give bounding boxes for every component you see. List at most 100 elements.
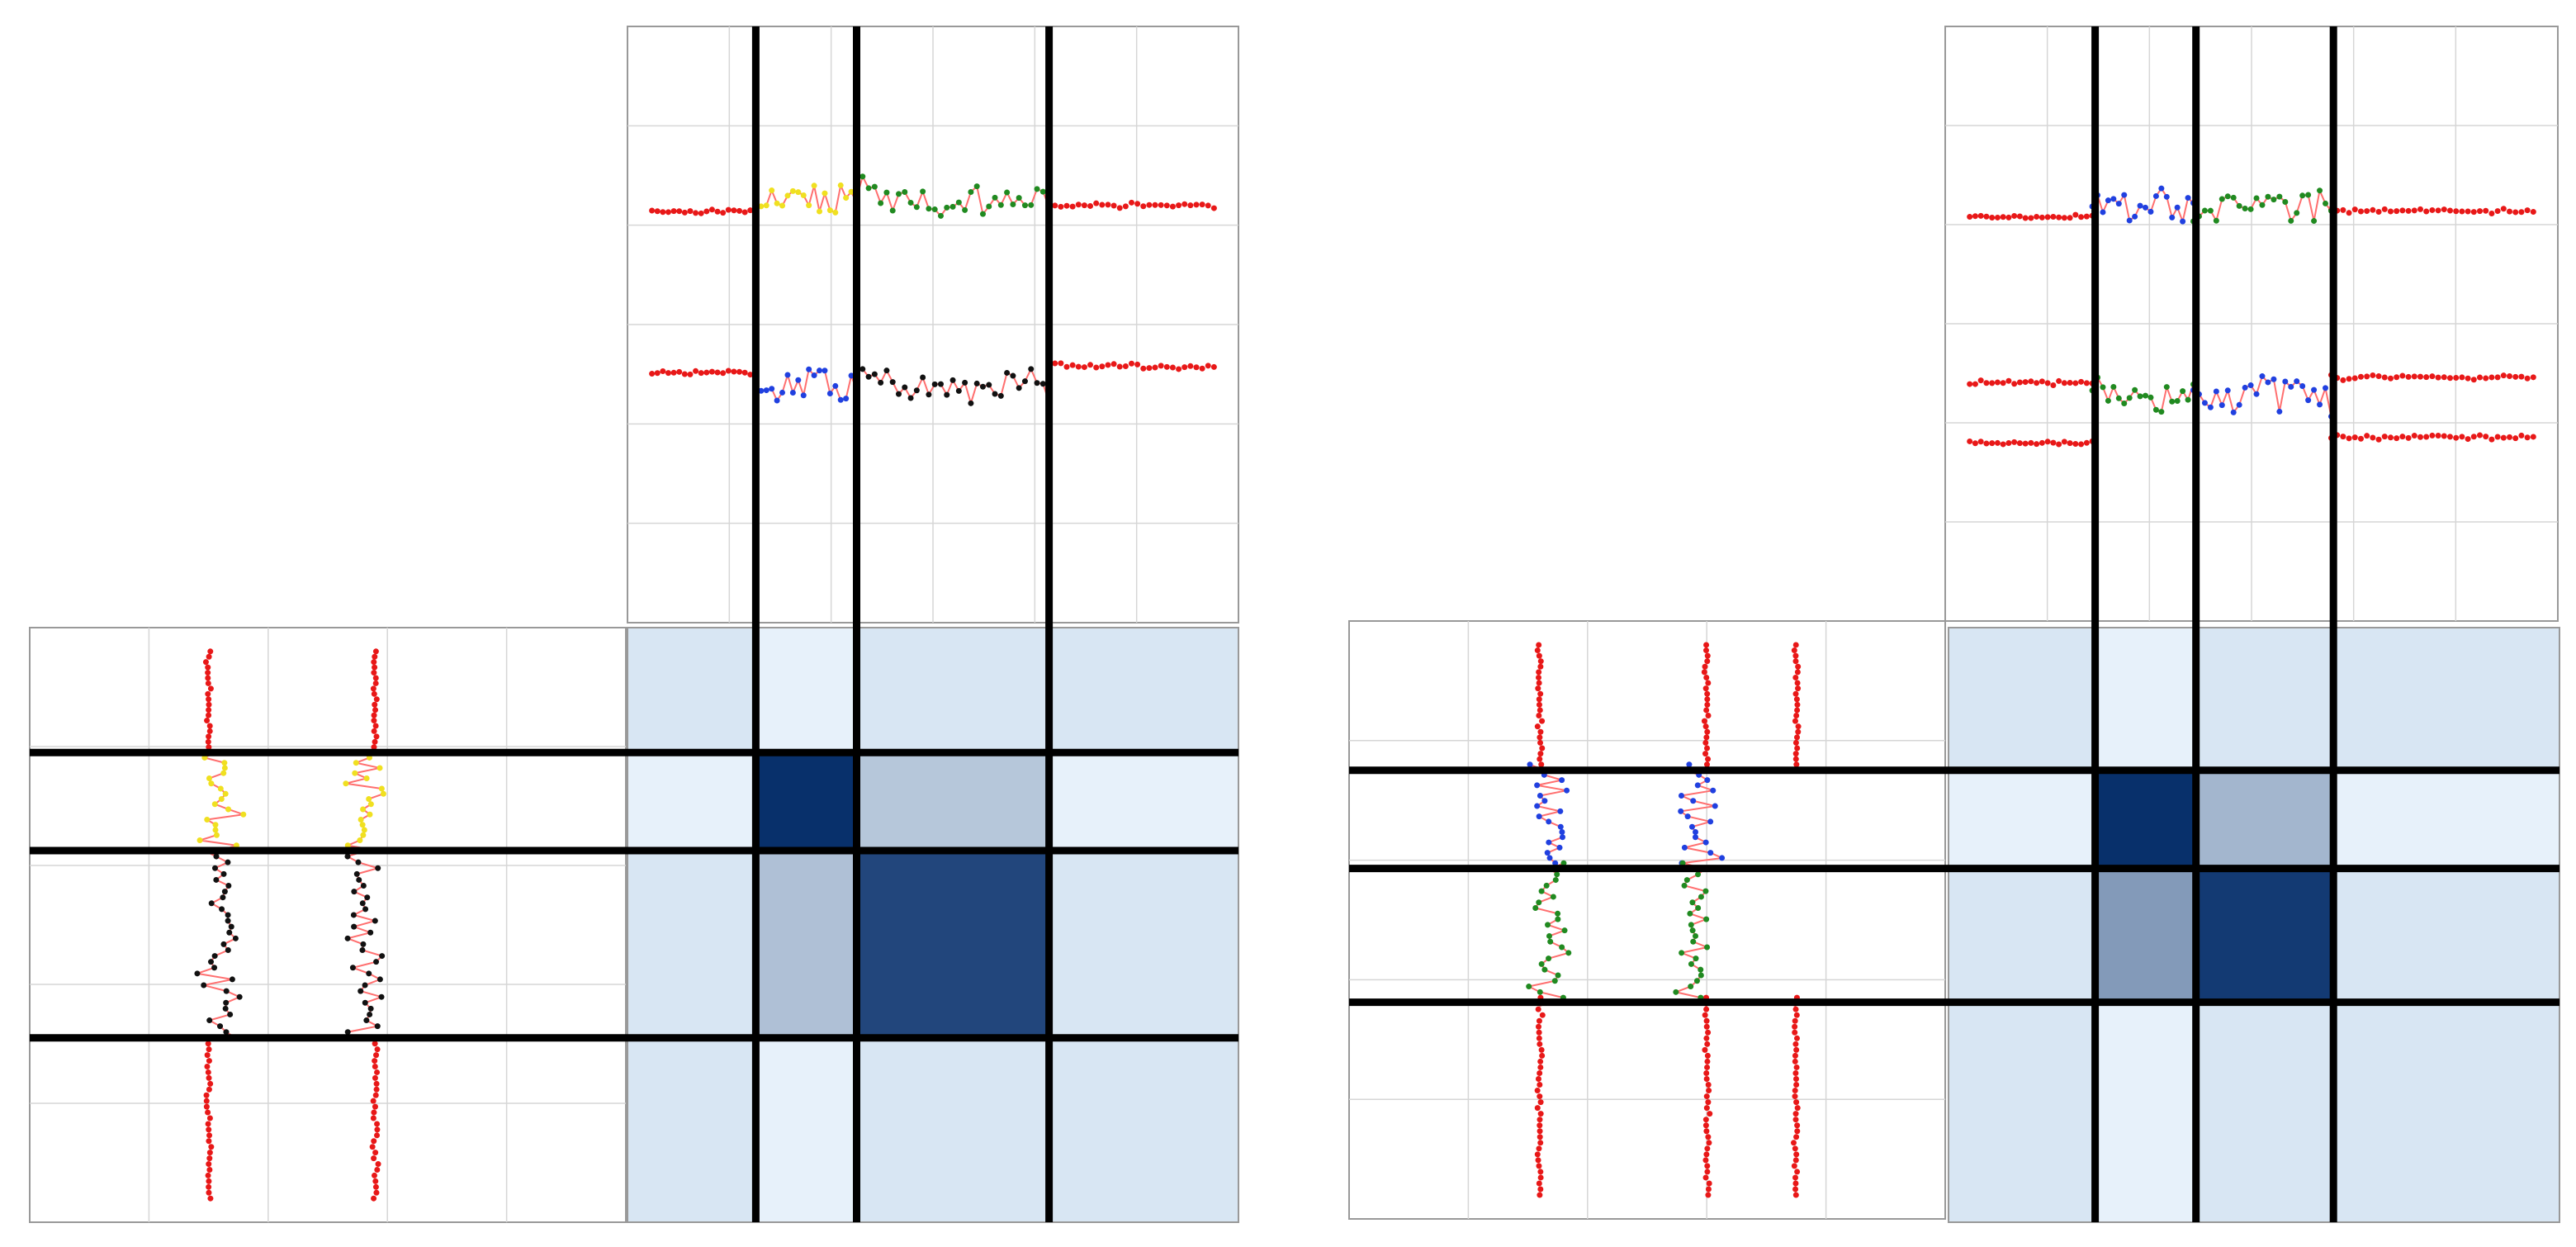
side-baseline-point xyxy=(206,1138,212,1145)
top-trace-point xyxy=(822,190,828,197)
top-baseline-point xyxy=(2530,374,2536,381)
side-trace-point xyxy=(225,883,232,889)
side-baseline-point xyxy=(372,707,379,714)
top-baseline-point xyxy=(2441,206,2447,213)
top-baseline-point xyxy=(2446,375,2453,382)
side-trace-point xyxy=(222,790,229,797)
side-baseline-point xyxy=(1537,1099,1544,1106)
side-trace-point xyxy=(1703,916,1710,922)
side-baseline-point xyxy=(1537,1082,1543,1088)
side-baseline-point xyxy=(206,744,212,751)
side-baseline-point xyxy=(206,1178,212,1184)
side-trace-point xyxy=(1557,808,1564,814)
top-baseline-point xyxy=(687,208,694,215)
top-trace-point xyxy=(2180,388,2186,395)
side-baseline-point xyxy=(205,1172,211,1178)
side-baseline-point xyxy=(1539,1052,1546,1059)
side-baseline-point xyxy=(1793,1046,1800,1053)
top-baseline-point xyxy=(1152,364,1158,371)
top-baseline-point xyxy=(2507,372,2513,379)
side-baseline-point xyxy=(1703,647,1710,654)
top-trace-point xyxy=(926,206,932,212)
top-baseline-point xyxy=(2016,379,2023,386)
top-baseline-point xyxy=(2530,434,2536,440)
side-baseline-point xyxy=(1792,1186,1799,1192)
top-baseline-point xyxy=(2524,207,2531,214)
top-trace-point xyxy=(811,372,817,379)
side-trace-point xyxy=(1537,792,1543,799)
side-trace-point xyxy=(228,923,234,930)
top-trace-point xyxy=(962,206,968,213)
top-trace-point xyxy=(1016,195,1022,202)
top-trace-point xyxy=(2137,393,2143,400)
top-baseline-point xyxy=(2483,434,2489,440)
side-trace-point xyxy=(1678,792,1684,799)
side-trace-point xyxy=(1698,894,1704,900)
side-baseline-point xyxy=(1537,1128,1543,1135)
top-trace-point xyxy=(859,173,866,180)
side-baseline-point xyxy=(206,1132,213,1139)
top-baseline-point xyxy=(2494,208,2501,215)
top-trace-point xyxy=(2230,409,2237,415)
top-trace-point xyxy=(2158,185,2165,192)
top-trace-point xyxy=(758,203,765,210)
side-baseline-point xyxy=(1536,652,1542,659)
top-trace-point xyxy=(979,383,986,390)
top-baseline-point xyxy=(1129,360,1134,367)
top-baseline-point xyxy=(2387,375,2394,382)
top-trace-point xyxy=(2207,207,2214,214)
top-trace-point xyxy=(937,212,944,219)
top-baseline-point xyxy=(2357,208,2364,215)
side-baseline-point xyxy=(207,1080,214,1087)
top-baseline-point xyxy=(731,207,737,214)
side-trace-point xyxy=(1690,798,1697,804)
side-trace-point xyxy=(1559,834,1565,841)
side-baseline-point xyxy=(1792,1192,1799,1198)
top-baseline-point xyxy=(1989,440,1996,447)
top-baseline-point xyxy=(725,367,732,374)
top-baseline-point xyxy=(2375,209,2382,216)
side-baseline-point xyxy=(371,718,377,724)
top-trace-point xyxy=(2282,378,2289,385)
side-trace-point xyxy=(211,953,218,960)
side-baseline-point xyxy=(1792,751,1799,757)
side-baseline-point xyxy=(1704,658,1711,665)
side-baseline-point xyxy=(1536,1163,1542,1169)
top-trace-point xyxy=(795,189,802,196)
top-baseline-point xyxy=(2083,213,2090,220)
side-baseline-point xyxy=(374,1046,381,1053)
top-trace-point xyxy=(955,199,962,206)
top-baseline-point xyxy=(2056,441,2062,448)
heatmap-block xyxy=(856,752,1049,851)
top-trace-point xyxy=(2121,192,2128,198)
top-baseline-point xyxy=(2441,433,2447,439)
side-trace-point xyxy=(1538,888,1545,894)
top-trace-point xyxy=(1016,385,1022,391)
side-baseline-point xyxy=(206,1058,212,1064)
side-trace-point xyxy=(1695,871,1702,878)
side-baseline-point xyxy=(1702,723,1709,730)
side-baseline-point xyxy=(1794,680,1801,686)
side-trace-point xyxy=(1565,950,1572,956)
top-trace-point xyxy=(2163,193,2170,200)
top-baseline-point xyxy=(2453,374,2460,381)
side-baseline-point xyxy=(204,1052,211,1059)
top-baseline-point xyxy=(1176,366,1182,372)
top-trace-point xyxy=(2169,214,2176,220)
top-trace-point xyxy=(2158,409,2165,415)
top-baseline-point xyxy=(2423,374,2430,381)
side-baseline-point xyxy=(1702,751,1709,757)
side-trace-point xyxy=(225,946,231,953)
side-plot-left-frame xyxy=(29,627,627,1223)
side-baseline-point xyxy=(370,1115,376,1121)
top-baseline-point xyxy=(2483,207,2489,214)
top-baseline-point xyxy=(2381,374,2388,381)
top-baseline-point xyxy=(1193,202,1200,208)
side-baseline-point xyxy=(372,1064,378,1070)
top-trace-point xyxy=(784,192,791,199)
top-trace-point xyxy=(2294,378,2300,385)
top-baseline-point xyxy=(731,368,737,375)
side-trace-point xyxy=(197,837,203,843)
side-baseline-point xyxy=(371,690,377,697)
top-baseline-point xyxy=(2429,373,2436,380)
